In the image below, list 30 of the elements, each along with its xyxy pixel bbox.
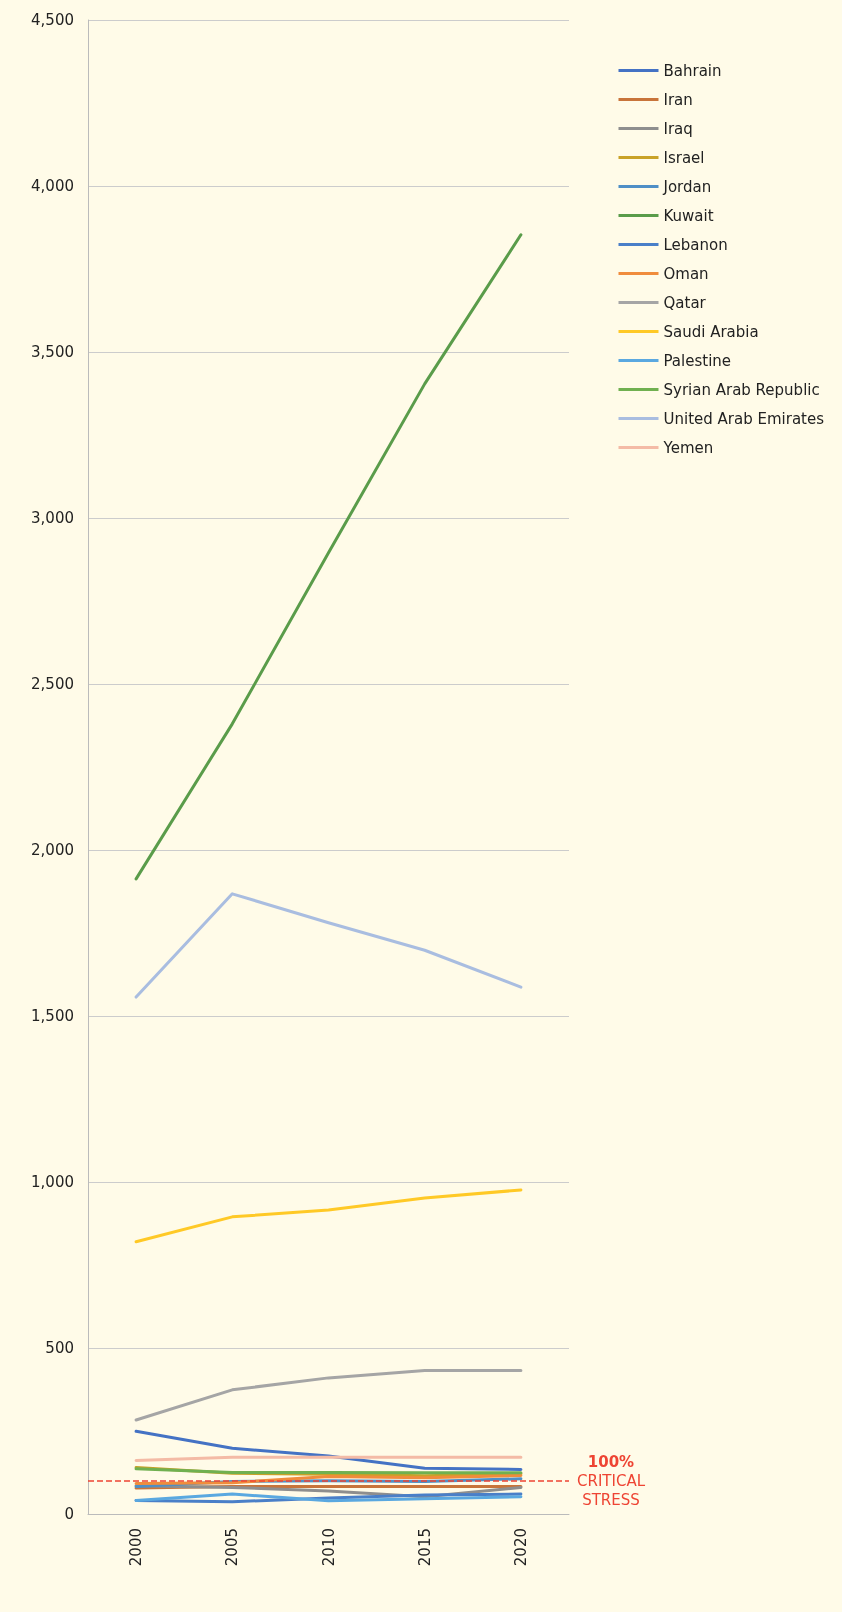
legend-label: Lebanon xyxy=(663,235,728,254)
y-tick-label: 1,000 xyxy=(31,1173,74,1191)
y-tick-label: 3,000 xyxy=(31,509,74,527)
y-tick-label: 2,000 xyxy=(31,841,74,859)
x-tick-label: 2015 xyxy=(415,1528,434,1567)
legend-label: Yemen xyxy=(662,438,714,457)
legend-label: Bahrain xyxy=(663,61,722,80)
legend-label: Qatar xyxy=(663,293,707,312)
y-tick-label: 3,500 xyxy=(31,343,74,361)
legend-label: Saudi Arabia xyxy=(663,322,759,341)
y-tick-label: 1,500 xyxy=(31,1007,74,1025)
legend-label: Israel xyxy=(663,148,705,167)
ref-line-label: 100% CRITICAL STRESS xyxy=(577,1452,646,1509)
legend-label: Iran xyxy=(663,90,693,109)
y-tick-label: 0 xyxy=(64,1505,74,1523)
x-tick-label: 2020 xyxy=(511,1528,530,1567)
legend-label: Oman xyxy=(663,264,709,283)
legend-label: Syrian Arab Republic xyxy=(663,380,820,399)
legend-label: United Arab Emirates xyxy=(663,409,825,428)
x-tick-label: 2010 xyxy=(319,1528,338,1567)
y-tick-label: 2,500 xyxy=(31,675,74,693)
legend-label: Jordan xyxy=(662,177,712,196)
legend-label: Iraq xyxy=(663,119,693,138)
y-tick-label: 500 xyxy=(45,1339,74,1357)
x-tick-label: 2005 xyxy=(223,1528,242,1567)
legend-label: Palestine xyxy=(663,351,732,370)
y-tick-label: 4,000 xyxy=(31,177,74,195)
legend-label: Kuwait xyxy=(663,206,714,225)
x-tick-label: 2000 xyxy=(127,1528,146,1567)
y-tick-label: 4,500 xyxy=(31,11,74,29)
